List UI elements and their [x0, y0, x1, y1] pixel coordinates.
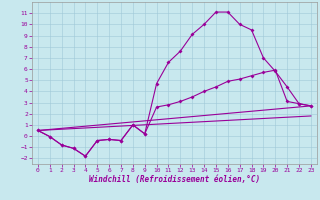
X-axis label: Windchill (Refroidissement éolien,°C): Windchill (Refroidissement éolien,°C) [89, 175, 260, 184]
